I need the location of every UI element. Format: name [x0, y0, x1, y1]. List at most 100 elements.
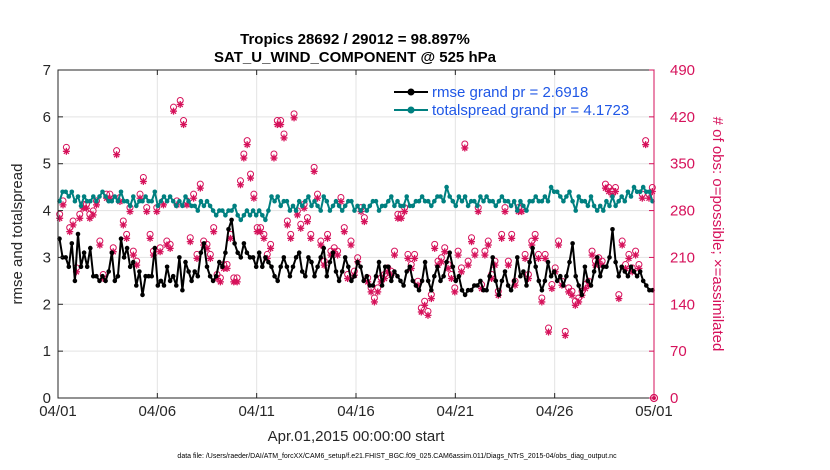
- totalspread-point: [143, 194, 148, 199]
- rmse-point: [81, 250, 87, 255]
- rmse-point: [364, 273, 370, 279]
- rmse-point: [376, 259, 382, 265]
- totalspread-point: [349, 198, 354, 204]
- totalspread-point: [321, 194, 327, 199]
- rmse-point: [582, 264, 588, 270]
- rmse-point: [186, 269, 191, 274]
- rmse-point: [416, 287, 422, 293]
- obs-assimilated-marker: [568, 291, 576, 299]
- totalspread-point: [395, 198, 400, 204]
- totalspread-point: [290, 203, 296, 209]
- totalspread-point: [250, 208, 256, 213]
- rmse-point: [263, 255, 268, 260]
- totalspread-point: [63, 189, 68, 195]
- rmse-point: [84, 264, 90, 270]
- totalspread-point: [619, 194, 624, 199]
- rmse-point: [588, 283, 594, 288]
- obs-assimilated-marker: [538, 298, 546, 306]
- obs-assimilated-marker: [417, 308, 425, 316]
- totalspread-point: [155, 203, 161, 209]
- rmse-point: [293, 255, 299, 260]
- totalspread-point: [263, 217, 268, 223]
- obs-assimilated-marker: [297, 224, 305, 232]
- totalspread-point: [410, 203, 416, 209]
- obs-assimilated-marker: [287, 234, 295, 242]
- rmse-point: [607, 255, 612, 260]
- totalspread-point: [293, 208, 299, 213]
- totalspread-point: [149, 198, 154, 204]
- y-right-tick-label: 490: [670, 62, 695, 79]
- rmse-point: [72, 278, 78, 284]
- totalspread-point: [505, 198, 511, 204]
- totalspread-point: [158, 198, 164, 204]
- rmse-point: [628, 264, 634, 270]
- totalspread-point: [561, 198, 566, 204]
- obs-assimilated-marker: [277, 121, 285, 129]
- rmse-point: [410, 278, 416, 284]
- rmse-point: [542, 278, 548, 284]
- rmse-point: [561, 283, 566, 288]
- rmse-point: [97, 278, 102, 284]
- totalspread-point: [447, 194, 453, 199]
- rmse-point: [570, 241, 575, 246]
- rmse-point: [533, 264, 538, 270]
- rmse-point: [223, 250, 228, 255]
- obs-assimilated-marker: [575, 298, 583, 306]
- totalspread-point: [115, 198, 121, 204]
- totalspread-point: [631, 184, 637, 190]
- rmse-point: [195, 273, 201, 279]
- totalspread-point: [287, 208, 293, 213]
- totalspread-point: [511, 198, 517, 204]
- obs-assimilated-marker: [461, 144, 469, 152]
- obs-assimilated-marker: [324, 234, 332, 242]
- obs-assimilated-marker: [166, 244, 174, 252]
- rmse-point: [631, 269, 637, 274]
- rmse-point: [579, 292, 585, 298]
- obs-assimilated-marker: [484, 241, 492, 249]
- rmse-point: [192, 269, 197, 274]
- totalspread-point: [499, 194, 505, 199]
- obs-assimilated-marker: [615, 295, 623, 303]
- rmse-point: [493, 278, 499, 284]
- totalspread-point: [441, 198, 446, 204]
- totalspread-point: [247, 213, 253, 218]
- rmse-point: [152, 245, 158, 251]
- y-tick-label: 5: [43, 156, 51, 173]
- rmse-point: [256, 250, 262, 255]
- x-tick-label: 04/01: [39, 403, 77, 420]
- rmse-point: [127, 264, 133, 270]
- totalspread-point: [450, 198, 456, 204]
- rmse-point: [100, 273, 105, 279]
- obs-assimilated-marker: [210, 228, 218, 236]
- rmse-point: [103, 278, 108, 284]
- totalspread-point: [490, 198, 496, 204]
- rmse-point: [496, 292, 502, 298]
- rmse-point: [625, 273, 631, 279]
- totalspread-point: [220, 208, 225, 213]
- obs-assimilated-marker: [310, 167, 318, 175]
- totalspread-point: [134, 203, 139, 209]
- totalspread-point: [416, 198, 422, 204]
- rmse-point: [355, 259, 360, 265]
- rmse-point: [554, 278, 560, 284]
- totalspread-point: [364, 208, 370, 213]
- legend-rmse-swatch-marker: [407, 88, 415, 96]
- y-tick-label: 7: [43, 62, 51, 79]
- obs-assimilated-marker: [618, 241, 626, 249]
- rmse-point: [318, 255, 324, 260]
- obs-assimilated-marker: [431, 244, 439, 252]
- totalspread-point: [616, 198, 621, 204]
- obs-assimilated-marker: [303, 218, 311, 226]
- totalspread-point: [127, 203, 133, 209]
- rmse-point: [576, 283, 581, 288]
- rmse-point: [419, 278, 425, 284]
- rmse-point: [241, 241, 247, 246]
- rmse-point: [521, 269, 526, 274]
- totalspread-point: [192, 203, 197, 209]
- rmse-point: [177, 255, 182, 260]
- rmse-point: [508, 287, 514, 293]
- rmse-point: [250, 255, 256, 260]
- obs-assimilated-marker: [534, 254, 542, 262]
- totalspread-point: [496, 198, 502, 204]
- rmse-point: [69, 241, 75, 246]
